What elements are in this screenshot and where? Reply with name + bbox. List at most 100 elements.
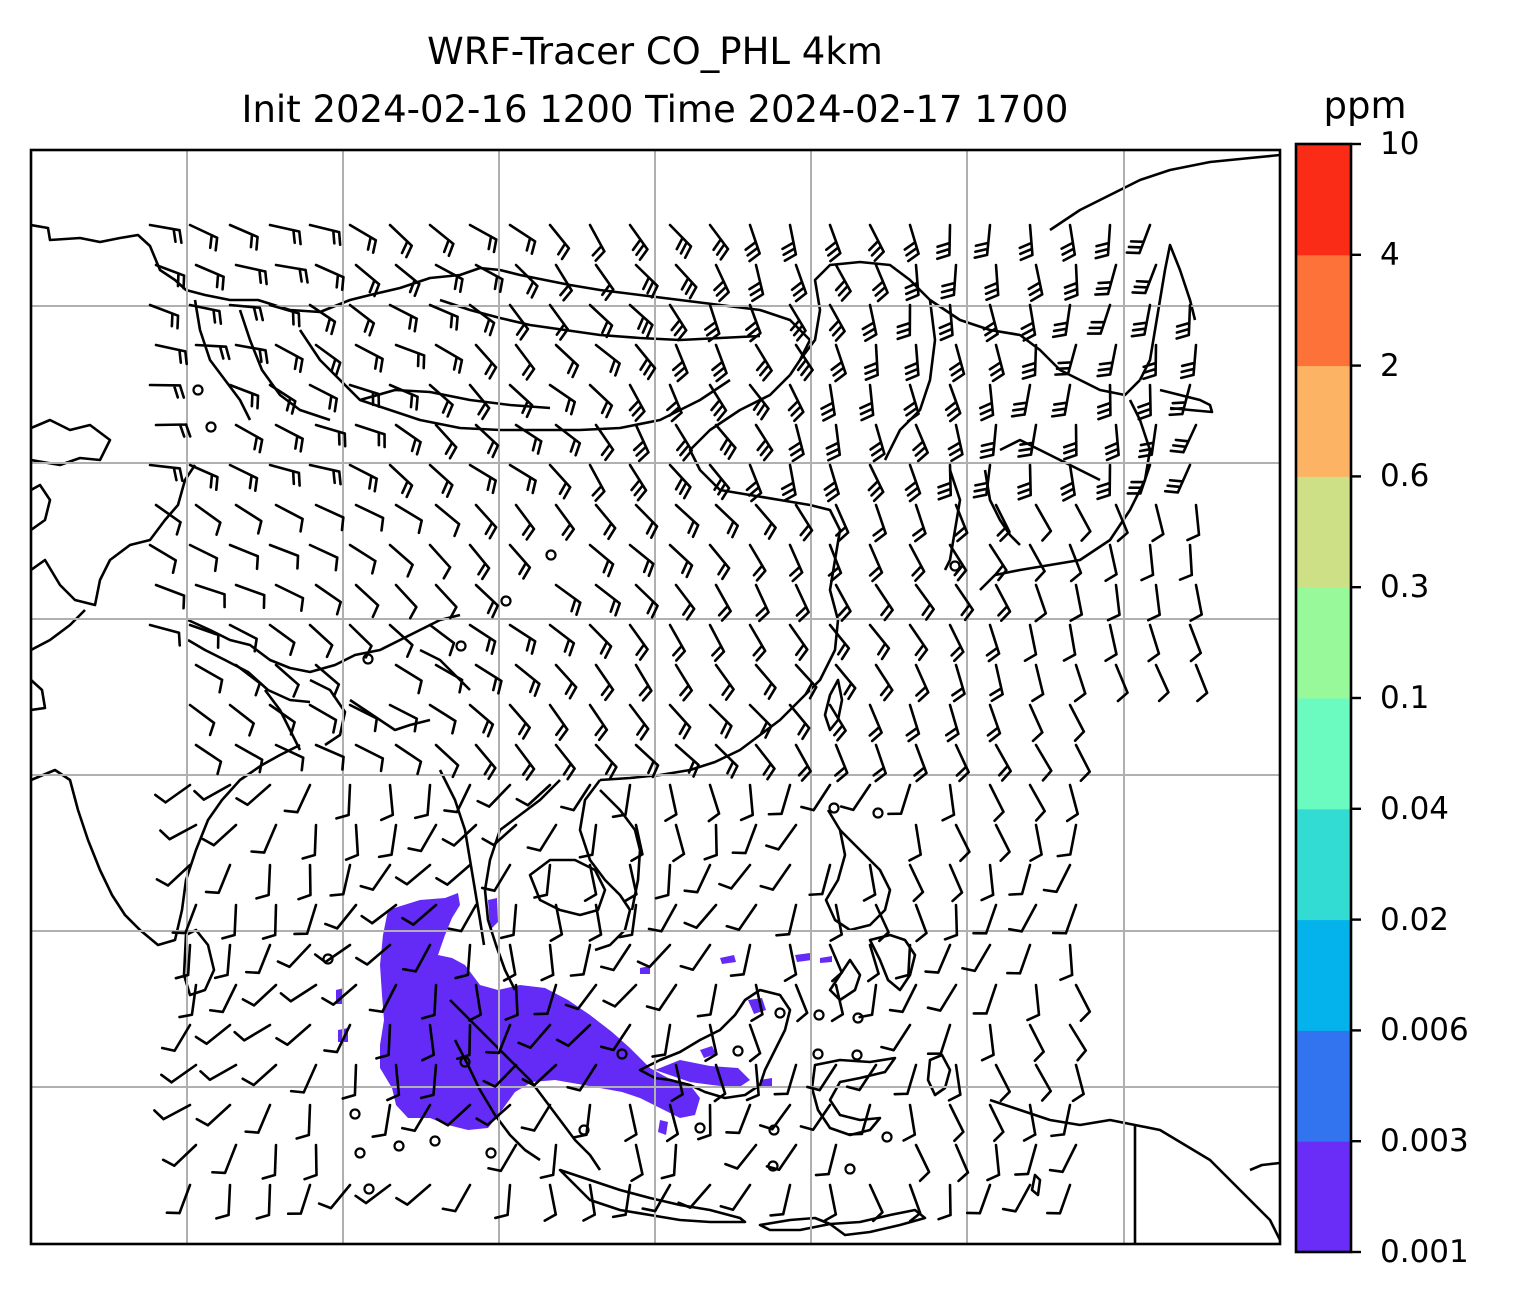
wind-barb bbox=[988, 543, 1008, 582]
wind-barb bbox=[443, 783, 472, 814]
colorbar-tick-label: 0.1 bbox=[1380, 680, 1430, 716]
wind-barb bbox=[289, 1063, 318, 1094]
wind-barb bbox=[1028, 703, 1044, 743]
wind-barb bbox=[636, 943, 672, 969]
wind-barb bbox=[1179, 343, 1198, 380]
wind-barb bbox=[548, 303, 570, 341]
wind-barb bbox=[148, 303, 180, 330]
wind-barb bbox=[714, 423, 737, 460]
wind-barb bbox=[428, 383, 454, 418]
wind-barb bbox=[234, 583, 266, 610]
wind-barb bbox=[474, 743, 497, 781]
wind-barb bbox=[858, 983, 878, 1019]
plot-title-line1: WRF-Tracer CO_PHL 4km bbox=[427, 30, 883, 73]
wind-barb bbox=[765, 1143, 798, 1172]
wind-barb bbox=[1054, 343, 1078, 376]
wind-barb bbox=[154, 503, 182, 536]
plot-title-line2: Init 2024-02-16 1200 Time 2024-02-17 170… bbox=[241, 88, 1069, 131]
wind-barb bbox=[677, 1183, 712, 1209]
wind-barb bbox=[1065, 783, 1080, 823]
wind-barb bbox=[234, 343, 269, 365]
wind-barb bbox=[554, 503, 576, 541]
wind-barb bbox=[887, 783, 912, 816]
wind-barb bbox=[153, 1103, 192, 1121]
wind-barb bbox=[725, 1103, 752, 1135]
wind-barb bbox=[754, 423, 774, 462]
colorbar-segment bbox=[1296, 254, 1351, 367]
wind-barb bbox=[174, 943, 192, 980]
wind-barb bbox=[394, 343, 426, 370]
wind-barb bbox=[548, 463, 572, 500]
wind-barb bbox=[1048, 1143, 1078, 1174]
wind-barb bbox=[274, 503, 304, 533]
wind-barb bbox=[903, 383, 920, 423]
wind-barb bbox=[1046, 1183, 1072, 1215]
wind-barb bbox=[725, 903, 758, 932]
wind-barb bbox=[794, 743, 812, 782]
wind-barb bbox=[314, 423, 347, 448]
wind-barb bbox=[745, 1063, 760, 1102]
wind-barb bbox=[194, 743, 223, 776]
wind-barb bbox=[474, 343, 498, 380]
wind-barb bbox=[208, 983, 238, 1014]
wind-barb bbox=[268, 383, 297, 415]
wind-barb bbox=[724, 1143, 758, 1170]
wind-barb bbox=[480, 863, 512, 893]
wind-barb bbox=[599, 1023, 632, 1052]
wind-barb bbox=[674, 583, 696, 621]
wind-barb bbox=[540, 943, 555, 982]
wind-barb bbox=[1068, 703, 1086, 742]
wind-barb bbox=[914, 1143, 931, 1183]
wind-barb bbox=[825, 423, 842, 462]
wind-barb bbox=[714, 663, 735, 701]
wind-barb bbox=[654, 863, 672, 900]
wind-barb bbox=[982, 303, 999, 343]
colorbar-segment bbox=[1296, 919, 1351, 1031]
wind-barb bbox=[434, 503, 461, 538]
wind-barb bbox=[148, 543, 178, 575]
wind-barb bbox=[834, 583, 852, 622]
wind-barb bbox=[834, 263, 852, 302]
colorbar-tick-label: 0.006 bbox=[1380, 1012, 1469, 1049]
wind-barb bbox=[628, 703, 650, 741]
wind-barb bbox=[261, 903, 278, 940]
wind-barb bbox=[1069, 583, 1084, 622]
wind-barb bbox=[868, 223, 885, 263]
wind-barb bbox=[434, 423, 458, 460]
wind-barb bbox=[588, 463, 606, 502]
wind-barb bbox=[188, 463, 219, 492]
wind-barb bbox=[1147, 623, 1161, 663]
wind-barb bbox=[948, 1103, 965, 1143]
wind-barb bbox=[718, 863, 752, 890]
wind-barb bbox=[1104, 543, 1118, 583]
wind-barb bbox=[1006, 943, 1032, 975]
wind-barb bbox=[434, 343, 464, 374]
wind-barb bbox=[348, 543, 377, 575]
wind-barb bbox=[759, 863, 792, 891]
wind-barb bbox=[428, 303, 459, 331]
wind-barb bbox=[1028, 783, 1046, 822]
wind-barb bbox=[794, 583, 810, 623]
wind-barb bbox=[830, 983, 845, 1023]
wind-barb bbox=[696, 983, 718, 1018]
calm-wind-marker bbox=[881, 1131, 893, 1143]
wind-barb bbox=[744, 223, 761, 263]
wind-barb bbox=[1142, 343, 1158, 381]
wind-barb bbox=[554, 423, 582, 457]
wind-barb bbox=[847, 1103, 872, 1136]
colorbar-segment bbox=[1296, 698, 1351, 810]
wind-barb bbox=[548, 703, 569, 741]
wind-barb bbox=[1008, 863, 1032, 896]
wind-barb bbox=[1154, 663, 1170, 703]
wind-barb bbox=[668, 223, 693, 260]
wind-barb bbox=[268, 303, 301, 328]
wind-barb bbox=[148, 463, 184, 483]
wind-barb bbox=[201, 823, 238, 847]
wind-barb bbox=[711, 343, 728, 383]
wind-barb bbox=[314, 343, 342, 377]
colorbar-segment bbox=[1296, 1030, 1351, 1142]
wind-barb bbox=[953, 503, 969, 543]
wind-barb bbox=[194, 663, 224, 694]
wind-barb bbox=[780, 463, 797, 502]
